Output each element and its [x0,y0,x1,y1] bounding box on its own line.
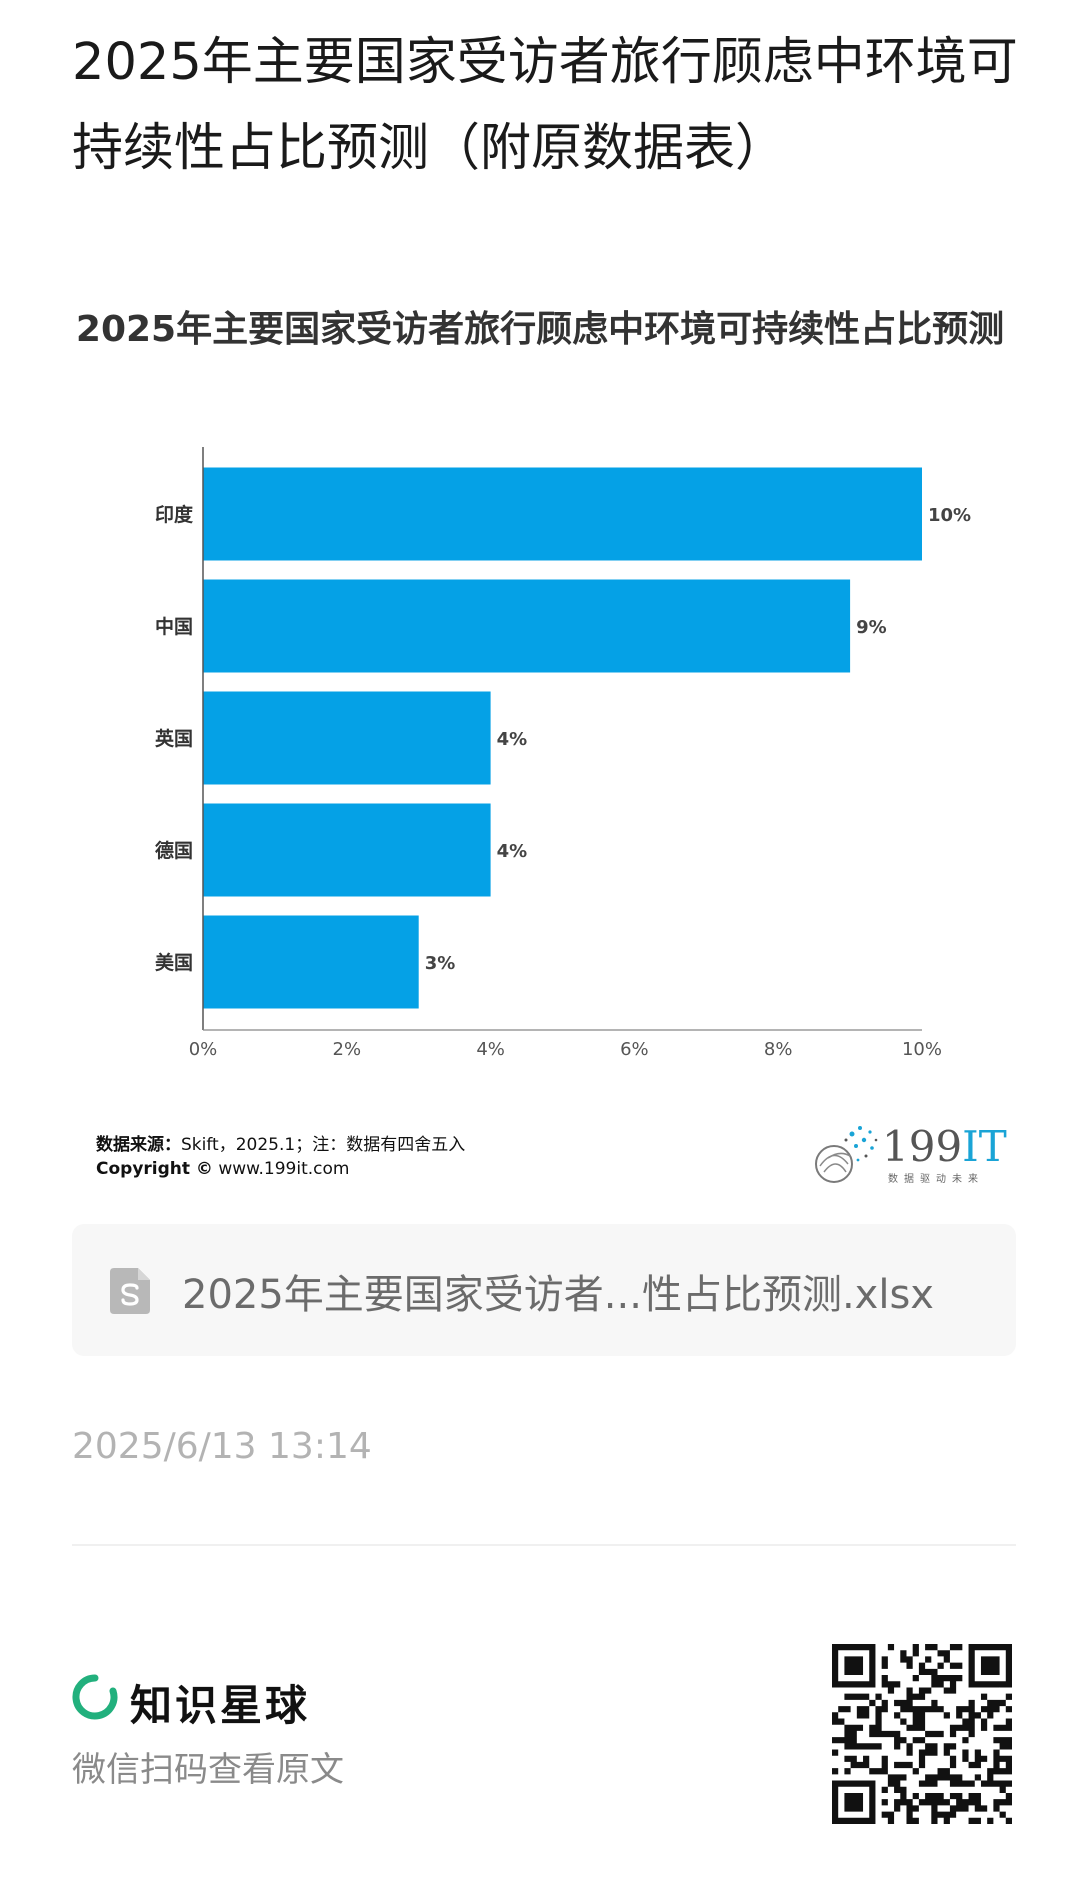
category-label: 印度 [155,503,194,526]
planet-ring-icon [72,1674,118,1720]
brand-tagline: 数据驱动未来 [888,1174,984,1185]
brand-name-accent: IT [962,1122,1007,1171]
value-label: 10% [928,505,971,526]
qr-modules [832,1644,1012,1824]
page-title: 2025年主要国家受访者旅行顾虑中环境可持续性占比预测（附原数据表） [72,33,1018,178]
category-label: 德国 [155,839,193,862]
x-tick-label: 6% [620,1039,649,1060]
x-tick-label: 0% [189,1039,218,1060]
category-label: 中国 [155,615,193,638]
planet-name: 知识星球 [130,1681,311,1730]
bar [203,467,922,561]
bar [203,803,491,897]
source-label: 数据来源： [96,1135,181,1155]
brand-logo: 199IT 数据驱动未来 [812,1120,1007,1190]
bar [203,579,851,673]
spreadsheet-file-icon [110,1268,150,1314]
publish-timestamp: 2025/6/13 13:14 [72,1426,372,1467]
x-tick-label: 4% [476,1039,505,1060]
category-label: 美国 [155,951,193,974]
divider [72,1544,1016,1546]
attachment-file-name: 2025年主要国家受访者...性占比预测.xlsx [182,1272,934,1318]
dandelion-logo-icon [815,1126,878,1183]
bar [203,691,491,785]
source-note: 数据来源：Skift，2025.1；注：数据有四舍五入 [96,1130,465,1155]
brand-name: 199IT [882,1122,1007,1171]
category-label: 英国 [155,727,193,750]
brand-name-main: 199 [882,1122,963,1171]
chart-title: 2025年主要国家受访者旅行顾虑中环境可持续性占比预测 [75,309,1005,350]
value-label: 3% [425,953,456,974]
value-label: 4% [497,729,528,750]
copyright-label: Copyright © [96,1159,213,1179]
value-label: 9% [856,617,887,638]
value-label: 4% [497,841,528,862]
bar [203,915,419,1009]
x-tick-label: 10% [902,1039,942,1060]
x-tick-label: 2% [333,1039,362,1060]
scan-hint: 微信扫码查看原文 [72,1750,344,1790]
attachment-card[interactable]: 2025年主要国家受访者...性占比预测.xlsx [72,1224,1016,1356]
copyright-url[interactable]: www.199it.com [218,1159,350,1179]
source-text: Skift，2025.1；注：数据有四舍五入 [181,1135,466,1155]
copyright-line: Copyright © www.199it.com [96,1159,349,1179]
qr-code-icon[interactable] [832,1644,1012,1824]
bar-chart: 印度 10% 中国 9% 英国 4% 德国 4% 美国 3% 0% 2% 4% 6% 8% 10% [155,447,971,1060]
x-tick-label: 8% [764,1039,793,1060]
